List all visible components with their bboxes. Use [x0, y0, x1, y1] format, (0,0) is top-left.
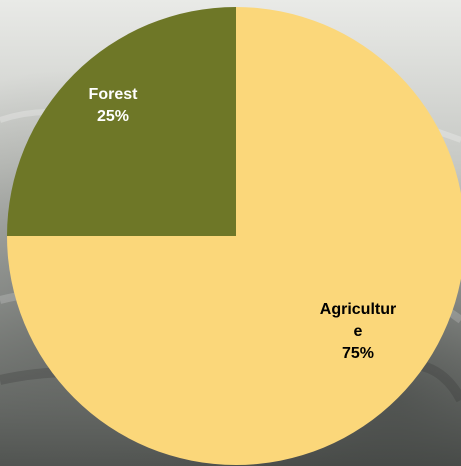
pie-slice-agriculture	[7, 7, 461, 465]
slice-name-label-forest: Forest	[89, 86, 139, 103]
slice-percent-label-forest: 25%	[97, 108, 129, 125]
slice-percent-label-agriculture: 75%	[342, 345, 374, 362]
slice-name-label-agriculture: e	[354, 323, 363, 340]
slice-name-label-agriculture: Agricultur	[320, 301, 396, 318]
pie-slice-forest	[7, 7, 236, 236]
